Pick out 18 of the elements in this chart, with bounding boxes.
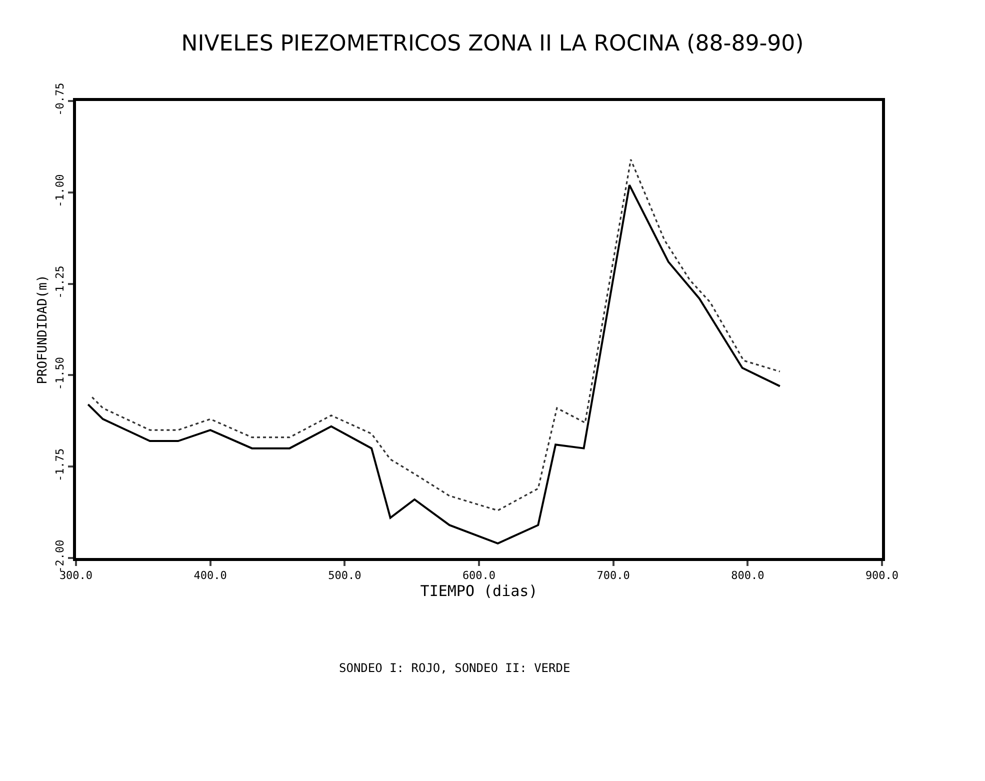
x-tick-label: 600.0 [462,569,496,582]
y-tick-label: -0.75 [54,82,67,116]
line-series [91,158,781,512]
x-tick-label: 700.0 [596,569,630,582]
chart-title: NIVELES PIEZOMETRICOS ZONA II LA ROCINA (88-89-90) [181,32,804,57]
x-tick-label: 800.0 [731,569,764,582]
x-axis-title: TIEMPO (dias) [420,582,538,600]
x-tick-label: 900.0 [865,569,899,582]
y-tick-label: -1.25 [54,266,67,299]
y-tick-label: -1.50 [54,356,67,390]
y-tick-label: -1.00 [54,174,67,208]
x-tick-label: 500.0 [328,569,362,582]
y-tick-label: -1.75 [54,448,67,482]
text: SONDEO I: ROJO, SONDEO II: VERDE [339,661,570,675]
line-series [87,184,781,544]
y-axis-title: PROFUNDIDAD(m) [36,274,51,384]
x-tick-label: 300.0 [59,569,93,582]
x-tick-label: 400.0 [194,569,227,582]
